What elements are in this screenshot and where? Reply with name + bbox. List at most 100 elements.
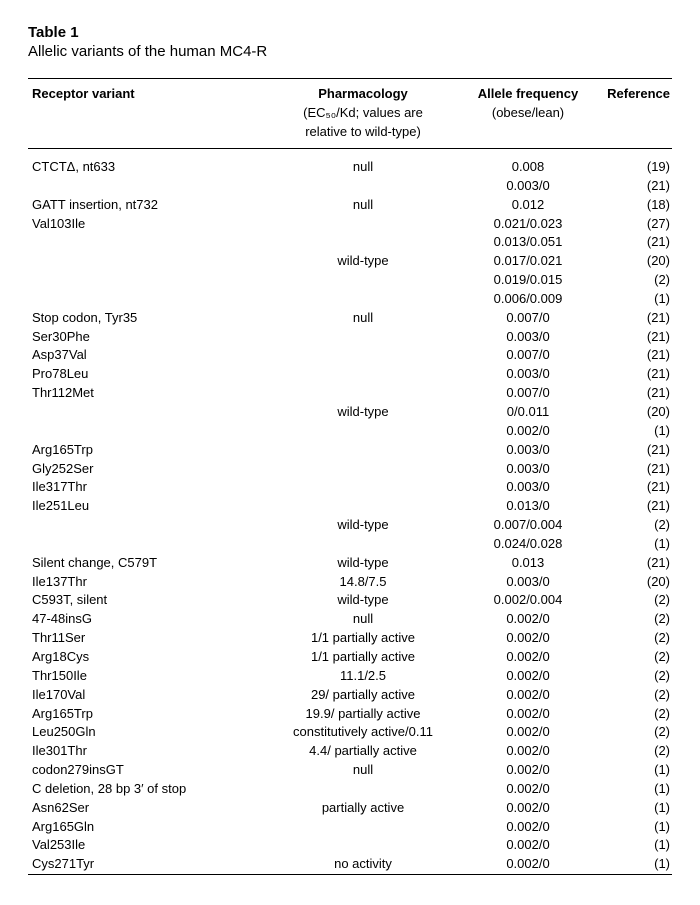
header-freq-text: Allele frequency [478,86,578,101]
table-row: Ile170Val29/ partially active0.002/0(2) [28,686,672,705]
table-row: C593T, silentwild-type0.002/0.004(2) [28,591,672,610]
cell-variant: Thr112Met [28,384,263,403]
cell-freq: 0.003/0 [463,478,593,497]
cell-pharm: wild-type [263,554,463,573]
table-row: 0.002/0(1) [28,422,672,441]
cell-variant: Cys271Tyr [28,855,263,874]
cell-variant [28,252,263,271]
cell-pharm: partially active [263,799,463,818]
cell-freq: 0.002/0 [463,799,593,818]
table-row: Silent change, C579Twild-type0.013(21) [28,554,672,573]
cell-variant: Thr150Ile [28,667,263,686]
header-variant-text: Receptor variant [32,86,135,101]
cell-variant: Val253Ile [28,836,263,855]
cell-ref: (2) [593,742,672,761]
cell-ref: (1) [593,780,672,799]
table-row: C deletion, 28 bp 3′ of stop0.002/0(1) [28,780,672,799]
cell-ref: (21) [593,309,672,328]
table-row: Arg165Trp0.003/0(21) [28,441,672,460]
cell-variant: Arg18Cys [28,648,263,667]
table-row: 0.003/0(21) [28,177,672,196]
cell-ref: (2) [593,516,672,535]
cell-freq: 0.003/0 [463,328,593,347]
cell-freq: 0.002/0 [463,686,593,705]
cell-pharm [263,384,463,403]
cell-variant: Leu250Gln [28,723,263,742]
cell-freq: 0.002/0 [463,667,593,686]
cell-variant: Arg165Trp [28,441,263,460]
cell-ref: (19) [593,158,672,177]
cell-freq: 0.007/0 [463,309,593,328]
table-row: 0.019/0.015(2) [28,271,672,290]
cell-ref: (21) [593,554,672,573]
cell-pharm [263,233,463,252]
cell-pharm: 1/1 partially active [263,629,463,648]
table-container: Table 1 Allelic variants of the human MC… [0,0,700,905]
cell-freq: 0.013/0 [463,497,593,516]
cell-variant [28,516,263,535]
header-pharm: Pharmacology (EC₅₀/Kd; values are relati… [263,79,463,149]
cell-freq: 0.008 [463,158,593,177]
cell-variant: C593T, silent [28,591,263,610]
cell-ref: (2) [593,723,672,742]
table-row: Asp37Val0.007/0(21) [28,346,672,365]
cell-ref: (20) [593,403,672,422]
cell-ref: (27) [593,215,672,234]
table-row: Arg165Trp19.9/ partially active0.002/0(2… [28,705,672,724]
cell-pharm: 14.8/7.5 [263,573,463,592]
cell-freq: 0.024/0.028 [463,535,593,554]
cell-ref: (2) [593,271,672,290]
table-row: 0.006/0.009(1) [28,290,672,309]
footer-rule [28,875,672,878]
table-row: Leu250Glnconstitutively active/0.110.002… [28,723,672,742]
cell-freq: 0.013/0.051 [463,233,593,252]
cell-freq: 0.019/0.015 [463,271,593,290]
table-row: GATT insertion, nt732null0.012(18) [28,196,672,215]
cell-ref: (21) [593,365,672,384]
cell-variant: Silent change, C579T [28,554,263,573]
cell-ref: (21) [593,441,672,460]
table-row: Pro78Leu0.003/0(21) [28,365,672,384]
table-row: Cys271Tyrno activity0.002/0(1) [28,855,672,874]
header-ref: Reference [593,79,672,149]
cell-variant [28,233,263,252]
cell-freq: 0.002/0 [463,742,593,761]
cell-ref: (2) [593,686,672,705]
cell-pharm [263,460,463,479]
cell-ref: (2) [593,610,672,629]
cell-variant: Thr11Ser [28,629,263,648]
table-row: Val253Ile0.002/0(1) [28,836,672,855]
cell-freq: 0.002/0.004 [463,591,593,610]
cell-variant: Gly252Ser [28,460,263,479]
cell-pharm [263,441,463,460]
header-pharm-text: Pharmacology [318,86,408,101]
table-row: Thr11Ser1/1 partially active0.002/0(2) [28,629,672,648]
table-row: Thr150Ile11.1/2.50.002/0(2) [28,667,672,686]
cell-variant [28,535,263,554]
cell-pharm: 4.4/ partially active [263,742,463,761]
header-pharm-sub1: (EC₅₀/Kd; values are [267,104,459,123]
cell-pharm: wild-type [263,252,463,271]
cell-variant [28,271,263,290]
cell-ref: (1) [593,535,672,554]
cell-pharm: null [263,158,463,177]
cell-freq: 0.002/0 [463,723,593,742]
cell-freq: 0.007/0 [463,346,593,365]
cell-pharm: wild-type [263,591,463,610]
cell-ref: (1) [593,422,672,441]
header-row: Receptor variant Pharmacology (EC₅₀/Kd; … [28,79,672,149]
cell-pharm: constitutively active/0.11 [263,723,463,742]
cell-variant: Asn62Ser [28,799,263,818]
table-caption: Allelic variants of the human MC4-R [28,43,672,60]
cell-pharm [263,215,463,234]
cell-freq: 0.017/0.021 [463,252,593,271]
cell-freq: 0.002/0 [463,818,593,837]
cell-ref: (1) [593,836,672,855]
cell-variant [28,403,263,422]
cell-variant: Ile170Val [28,686,263,705]
cell-pharm: wild-type [263,516,463,535]
cell-variant: GATT insertion, nt732 [28,196,263,215]
table-row: wild-type0/0.011(20) [28,403,672,422]
cell-ref: (2) [593,667,672,686]
cell-pharm [263,422,463,441]
